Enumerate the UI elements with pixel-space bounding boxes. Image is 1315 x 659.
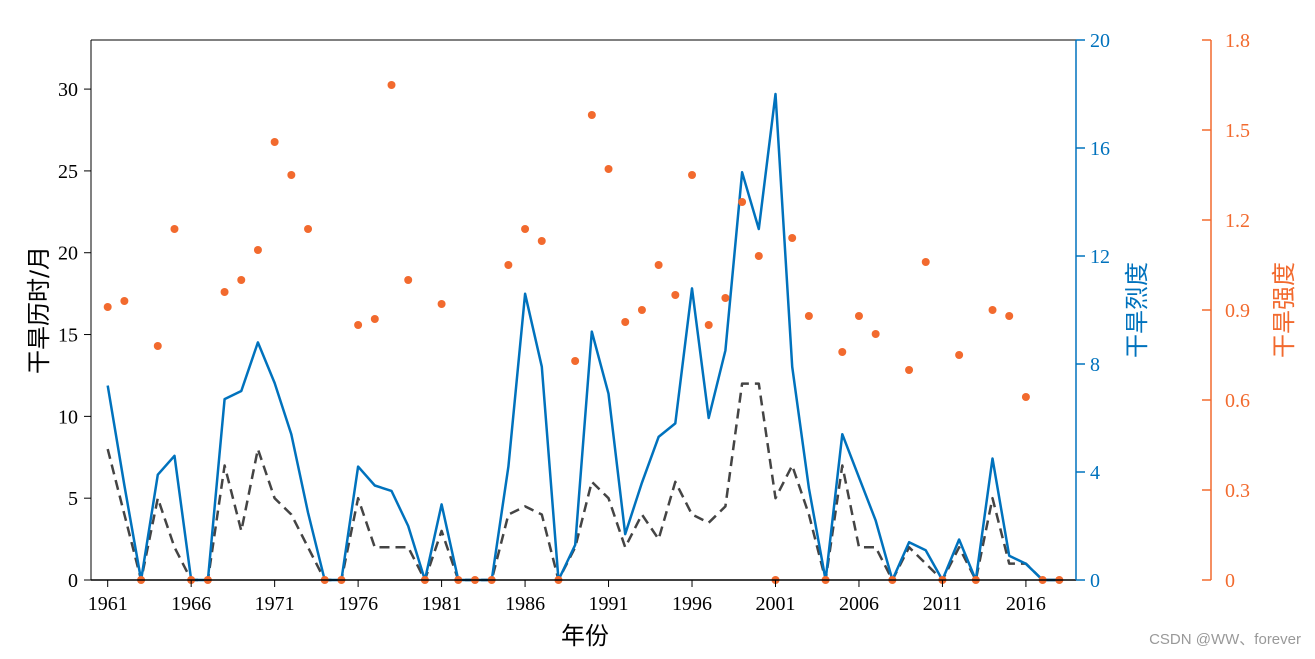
severity-tick-label: 0	[1090, 570, 1100, 592]
intensity-point	[521, 225, 530, 233]
intensity-point	[871, 330, 880, 338]
x-tick-label: 1976	[338, 593, 378, 615]
intensity-point	[721, 294, 730, 302]
intensity-point	[838, 348, 847, 356]
intensity-point	[738, 198, 747, 206]
intensity-point	[804, 312, 813, 320]
intensity-point	[905, 366, 914, 374]
left-tick-label: 30	[58, 79, 78, 101]
intensity-point	[153, 342, 162, 350]
intensity-point	[1005, 312, 1014, 320]
intensity-point	[103, 303, 112, 311]
x-tick-label: 1986	[505, 593, 545, 615]
left-tick-label: 20	[58, 243, 78, 265]
left-tick-label: 15	[58, 325, 78, 347]
duration-line	[106, 382, 1060, 582]
right-y-axis-intensity-title: 干旱强度	[1270, 262, 1298, 358]
intensity-point	[404, 276, 413, 284]
intensity-point	[788, 234, 797, 242]
intensity-point	[1021, 393, 1030, 401]
left-tick-label: 0	[68, 570, 78, 592]
left-y-axis-title: 干旱历时/月	[25, 246, 53, 374]
x-tick-label: 2006	[839, 593, 879, 615]
x-axis: 1961 1966 1971 1976 1981 1986 1991 1996 2001 2006…	[88, 579, 1076, 615]
intensity-point	[237, 276, 246, 284]
intensity-point	[654, 261, 663, 269]
x-tick-label: 1991	[589, 593, 629, 615]
plot-area	[91, 39, 1076, 584]
intensity-point	[220, 288, 229, 296]
watermark: CSDN @WW、forever	[1149, 631, 1301, 648]
intensity-point	[170, 225, 179, 233]
severity-tick-label: 16	[1090, 138, 1110, 160]
x-tick-label: 1961	[88, 593, 128, 615]
intensity-point	[621, 318, 630, 326]
intensity-point	[437, 300, 446, 308]
intensity-point	[955, 351, 964, 359]
x-tick-label: 1971	[255, 593, 295, 615]
intensity-point	[988, 306, 997, 314]
left-tick-label: 5	[68, 488, 78, 510]
intensity-tick-label: 0.9	[1225, 300, 1250, 322]
severity-tick-label: 8	[1090, 354, 1100, 376]
intensity-point	[587, 111, 596, 119]
intensity-point	[704, 321, 713, 329]
intensity-point	[270, 138, 279, 146]
left-tick-label: 25	[58, 161, 78, 183]
intensity-tick-label: 1.2	[1225, 210, 1250, 232]
x-tick-label: 1966	[171, 593, 211, 615]
severity-tick-label: 12	[1090, 246, 1110, 268]
intensity-point	[504, 261, 513, 269]
intensity-point	[253, 246, 262, 254]
intensity-point	[671, 291, 680, 299]
intensity-point	[571, 357, 580, 365]
intensity-point	[287, 171, 296, 179]
right-y-axis-severity: 0 4 8 12 16 20	[1075, 30, 1110, 592]
intensity-point	[120, 297, 129, 305]
x-axis-title: 年份	[561, 622, 609, 650]
severity-tick-label: 20	[1090, 30, 1110, 52]
left-tick-label: 10	[58, 406, 78, 428]
left-y-axis: 0 5 10 15 20 25 30	[58, 40, 92, 592]
right-y-axis-severity-title: 干旱烈度	[1123, 262, 1151, 358]
intensity-point	[854, 312, 863, 320]
intensity-point	[537, 237, 546, 245]
intensity-point	[754, 252, 763, 260]
intensity-point	[354, 321, 363, 329]
x-tick-label: 2001	[755, 593, 795, 615]
severity-tick-label: 4	[1090, 462, 1100, 484]
x-tick-label: 1981	[422, 593, 462, 615]
intensity-tick-label: 0.3	[1225, 480, 1250, 502]
intensity-point	[604, 165, 613, 173]
intensity-point	[921, 258, 930, 266]
x-tick-label: 2011	[923, 593, 962, 615]
intensity-point	[637, 306, 646, 314]
intensity-point	[387, 81, 396, 89]
intensity-tick-label: 0.6	[1225, 390, 1250, 412]
intensity-tick-label: 1.8	[1225, 30, 1250, 52]
intensity-point	[688, 171, 697, 179]
intensity-tick-label: 1.5	[1225, 120, 1250, 142]
x-tick-label: 1996	[672, 593, 712, 615]
intensity-point	[370, 315, 379, 323]
x-tick-label: 2016	[1006, 593, 1046, 615]
intensity-point	[304, 225, 313, 233]
right-y-axis-intensity: 0 0.3 0.6 0.9 1.2 1.5 1.8	[1202, 30, 1250, 592]
intensity-tick-label: 0	[1225, 570, 1235, 592]
severity-line	[106, 92, 1060, 582]
